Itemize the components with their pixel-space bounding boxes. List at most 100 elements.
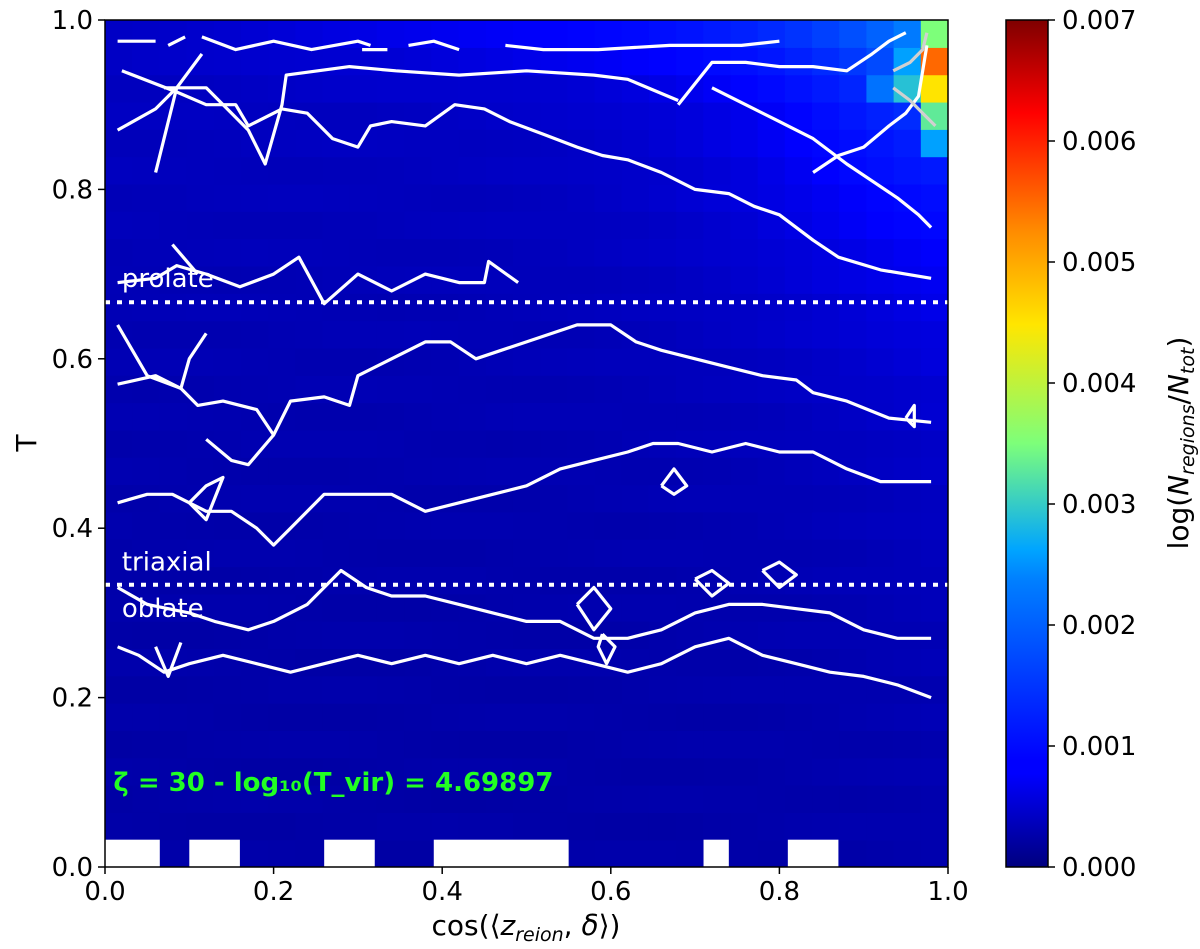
heatmap-cell — [567, 211, 596, 240]
heatmap-cell — [404, 347, 432, 376]
heatmap-cell — [866, 703, 895, 731]
heatmap-cell — [812, 757, 840, 786]
heatmap-cell — [812, 320, 840, 349]
heatmap-cell — [866, 539, 895, 568]
heatmap-cell — [404, 457, 432, 486]
empty-bin — [703, 839, 729, 867]
heatmap-cell — [295, 402, 324, 431]
heatmap-cell — [812, 293, 840, 322]
heatmap-cell — [213, 675, 242, 704]
heatmap-cell — [458, 238, 487, 267]
heatmap-cell — [621, 265, 650, 294]
heatmap-cell — [703, 812, 732, 841]
heatmap-cell — [594, 47, 623, 76]
heatmap-cell — [540, 675, 568, 704]
heatmap-cell — [431, 429, 460, 458]
heatmap-cell — [567, 703, 596, 731]
heatmap-cell — [512, 539, 541, 568]
heatmap-cell — [676, 20, 704, 48]
heatmap-cell — [295, 347, 324, 376]
heatmap-cell — [757, 265, 786, 294]
heatmap-cell — [132, 675, 160, 704]
heatmap-cell — [839, 539, 868, 568]
contour-line — [761, 560, 798, 590]
heatmap-cell — [105, 621, 133, 650]
heatmap-cell — [757, 621, 786, 650]
heatmap-cell — [376, 156, 405, 185]
heatmap-cell — [458, 156, 487, 185]
heatmap-cell — [703, 402, 732, 431]
x-axis-title: cos(⟨zreion, δ⟩) — [432, 909, 621, 946]
heatmap-cell — [540, 375, 568, 404]
heatmap-cell — [105, 293, 133, 322]
heatmap-cell — [839, 20, 868, 48]
heatmap-cell — [458, 757, 487, 786]
heatmap-cell — [186, 183, 215, 212]
heatmap-cell — [458, 293, 487, 322]
heatmap-cell — [540, 402, 568, 431]
contour-line — [408, 39, 460, 52]
heatmap-cell — [730, 375, 759, 404]
heatmap-cell — [839, 320, 868, 349]
heatmap-cell — [159, 730, 188, 759]
heatmap-cell — [295, 785, 324, 813]
heatmap-cell — [132, 457, 160, 486]
heatmap-cell — [485, 757, 514, 786]
heatmap-cell — [567, 757, 596, 786]
heatmap-cell — [431, 129, 460, 158]
heatmap-cell — [703, 457, 732, 486]
heatmap-cell — [839, 839, 868, 867]
heatmap-cell — [376, 293, 405, 322]
heatmap-cell — [213, 238, 242, 267]
heatmap-cell — [784, 457, 813, 486]
heatmap-cell — [105, 47, 133, 76]
heatmap-cell — [349, 293, 378, 322]
heatmap-cell — [812, 812, 840, 841]
heatmap-cell — [458, 457, 487, 486]
heatmap-cell — [540, 621, 568, 650]
heatmap-cell — [866, 20, 895, 48]
heatmap-cell — [431, 47, 460, 76]
heatmap-cell — [485, 74, 514, 103]
contour-line — [121, 69, 932, 280]
heatmap-cell — [431, 812, 460, 841]
heatmap-cell — [730, 675, 759, 704]
heatmap-cell — [159, 511, 188, 540]
heatmap-cell — [213, 47, 242, 76]
heatmap-cell — [540, 265, 568, 294]
heatmap-cell — [240, 730, 269, 759]
heatmap-cell — [594, 785, 623, 813]
heatmap-cell — [485, 293, 514, 322]
heatmap-cell — [186, 211, 215, 240]
heatmap-cell — [349, 320, 378, 349]
heatmap-cell — [567, 74, 596, 103]
heatmap-cell — [105, 429, 133, 458]
heatmap-cell — [648, 757, 677, 786]
heatmap-cell — [349, 703, 378, 731]
heatmap-cell — [268, 785, 296, 813]
heatmap-cell — [458, 812, 487, 841]
heatmap-cell — [431, 156, 460, 185]
heatmap-cell — [404, 675, 432, 704]
heatmap-cell — [512, 566, 541, 595]
heatmap-cell — [594, 129, 623, 158]
heatmap-cell — [186, 675, 215, 704]
heatmap-cell — [594, 675, 623, 704]
heatmap-cell — [893, 621, 922, 650]
heatmap-cell — [730, 566, 759, 595]
contour-line — [904, 403, 916, 429]
heatmap-cell — [730, 785, 759, 813]
y-tick-label: 0.8 — [52, 175, 93, 205]
heatmap-cell — [512, 511, 541, 540]
heatmap-cell — [159, 238, 188, 267]
heatmap-cell — [676, 757, 704, 786]
heatmap-cell — [621, 703, 650, 731]
contour-line — [116, 52, 204, 132]
heatmap-cell — [376, 812, 405, 841]
heatmap-cell — [621, 785, 650, 813]
heatmap-cell — [159, 320, 188, 349]
heatmap-cell — [730, 238, 759, 267]
heatmap-cell — [920, 785, 948, 813]
heatmap-cell — [676, 839, 704, 867]
heatmap-cell — [839, 101, 868, 130]
